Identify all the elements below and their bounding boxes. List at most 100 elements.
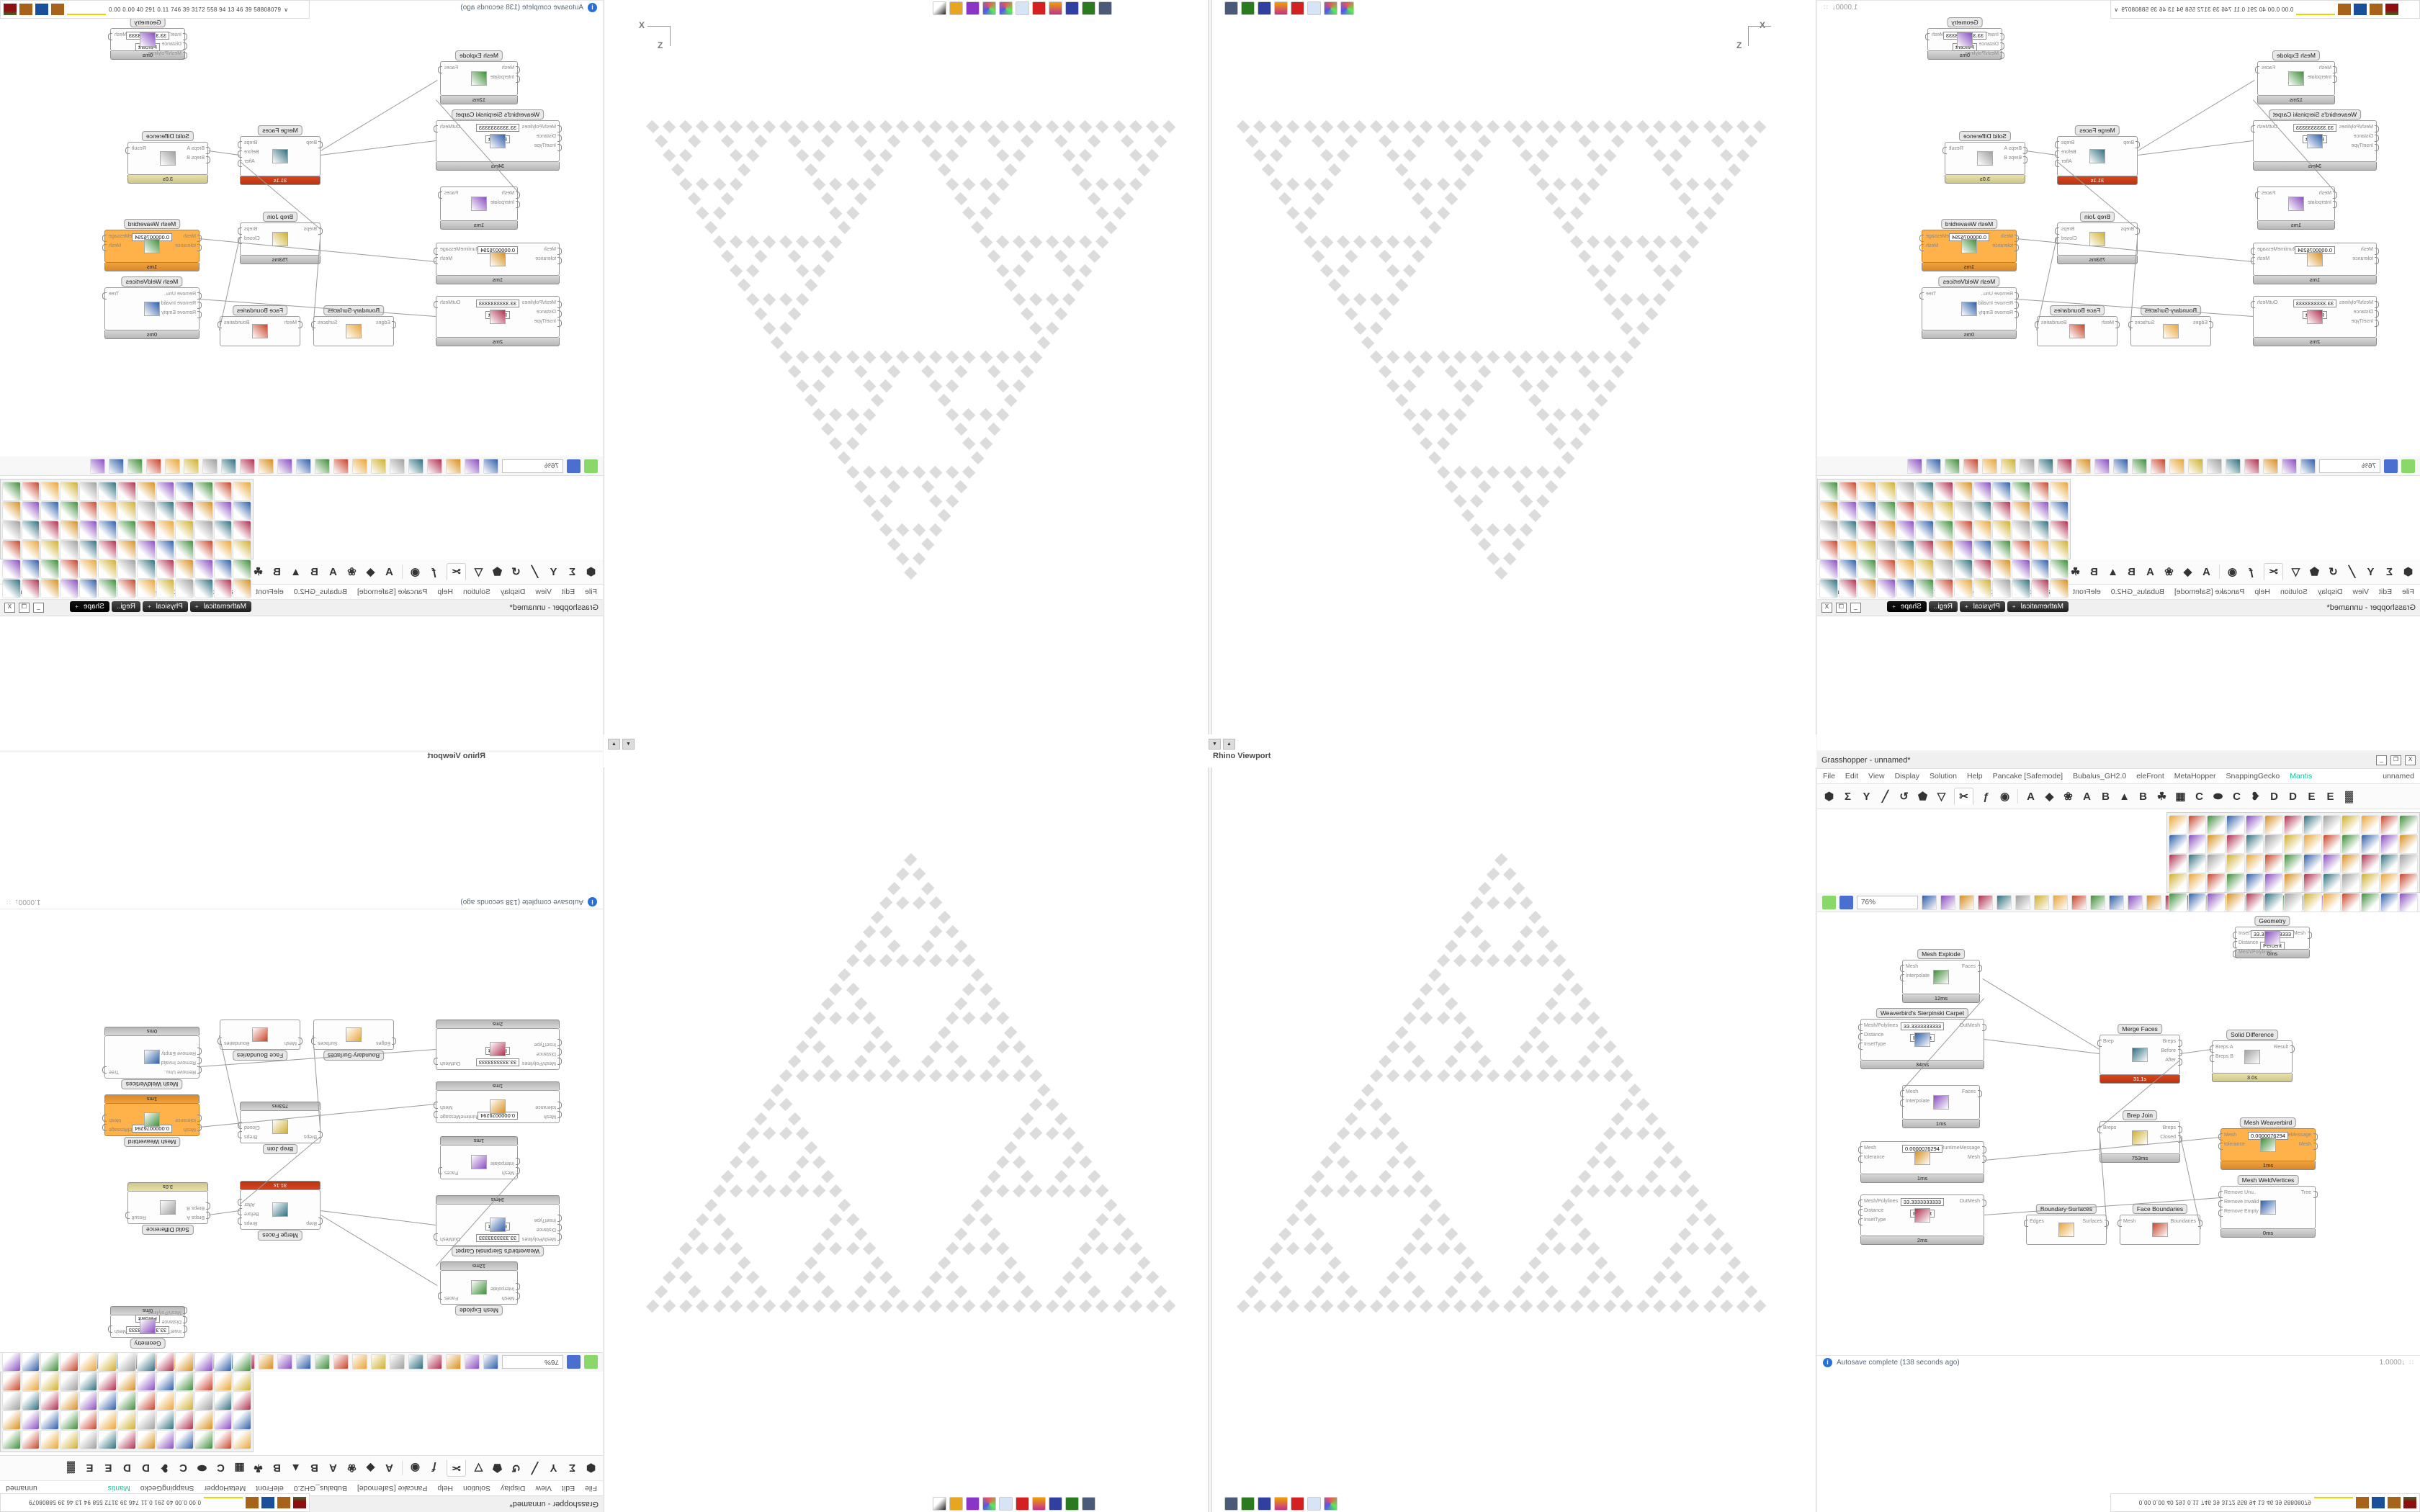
gh-component[interactable]: Solid Difference Breps A Breps B Result 3.0s bbox=[1942, 131, 2027, 184]
tag-icon[interactable] bbox=[2071, 894, 2087, 910]
eraser-icon[interactable] bbox=[2169, 458, 2184, 474]
gh-input-port[interactable]: Breps B bbox=[187, 1205, 205, 1210]
gh-port-nub-out[interactable] bbox=[1919, 292, 1924, 300]
ribbon-plugin-icon-1[interactable]: ◆ bbox=[366, 1462, 375, 1474]
component-icon[interactable] bbox=[98, 559, 117, 579]
gh-component-body[interactable]: Mesh/Polylines Distance InsetType OutMesh 33… bbox=[434, 1028, 562, 1070]
component-icon[interactable] bbox=[2226, 815, 2245, 834]
balloon-icon[interactable] bbox=[371, 1354, 386, 1370]
monitor-icon-d[interactable] bbox=[1241, 1497, 1255, 1511]
ribbon-tab-icon-7[interactable]: ✂ bbox=[447, 563, 466, 580]
component-icon[interactable] bbox=[1819, 579, 1838, 598]
component-icon[interactable] bbox=[175, 1430, 194, 1449]
gh-component[interactable]: Merge Faces Brep Breps Before After 31.1s bbox=[2097, 1024, 2182, 1084]
component-icon[interactable] bbox=[2207, 854, 2226, 873]
ribbon-plugin-icon-12[interactable]: ❥ bbox=[2251, 791, 2260, 803]
gh-component[interactable]: Weaverbird's Sierpinski Carpet Mesh/Polyl… bbox=[1858, 1008, 1986, 1069]
material-icon[interactable] bbox=[2384, 459, 2398, 473]
gh-input-port[interactable]: Distance bbox=[161, 42, 182, 47]
component-icon[interactable] bbox=[233, 1372, 251, 1391]
gh-input-port[interactable]: Brep bbox=[2103, 1039, 2114, 1044]
gh-output-port[interactable]: Breps bbox=[244, 1134, 258, 1139]
menu-item-display[interactable]: Display bbox=[2317, 588, 2343, 596]
palette-icon-b2[interactable] bbox=[1340, 1, 1354, 15]
component-icon[interactable] bbox=[213, 579, 233, 598]
gh-component-body[interactable]: Edges Surfaces bbox=[311, 1020, 396, 1050]
gh-component-body[interactable]: Remove Unu.. Remove Invalid Remove Empty Tr… bbox=[2218, 1186, 2318, 1229]
component-icon[interactable] bbox=[213, 521, 233, 540]
component-icon[interactable] bbox=[2207, 834, 2226, 854]
gh-input-port[interactable]: Edges bbox=[2193, 320, 2208, 325]
white-gem-icon[interactable] bbox=[427, 458, 442, 474]
palette-tab-plus-icon[interactable]: + bbox=[75, 603, 79, 610]
gh-input-port[interactable]: tolerance bbox=[535, 1104, 556, 1110]
component-icon[interactable] bbox=[1992, 579, 2011, 598]
rhino-icon-toolbar-bottom-left[interactable] bbox=[933, 1496, 1095, 1511]
gh-port-nub-out[interactable] bbox=[102, 292, 107, 300]
gh-input-port[interactable]: Remove Empty bbox=[161, 310, 196, 315]
component-icon[interactable] bbox=[40, 559, 60, 579]
gh-component-body[interactable]: Mesh Interpolate Faces bbox=[438, 1145, 520, 1179]
white-gem-icon[interactable] bbox=[1978, 894, 1993, 910]
component-icon[interactable] bbox=[21, 1352, 40, 1372]
gh-input-port[interactable]: Edges bbox=[376, 320, 390, 325]
gh-port-nub-in[interactable] bbox=[557, 310, 562, 318]
red-gem-icon[interactable] bbox=[1959, 894, 1974, 910]
component-icon[interactable] bbox=[79, 1352, 98, 1372]
component-icon[interactable] bbox=[60, 1372, 79, 1391]
menu-item-file[interactable]: File bbox=[2402, 588, 2414, 596]
ribbon-plugin-icon-10[interactable]: ⬬ bbox=[2213, 790, 2223, 803]
ribbon-plugin-icon-13[interactable]: D bbox=[142, 1462, 150, 1475]
component-icon[interactable] bbox=[136, 1430, 156, 1449]
menu-item-pancakesafemode[interactable]: Pancake [Safemode] bbox=[357, 588, 428, 596]
ribbon-plugin-icon-4[interactable]: B bbox=[2128, 565, 2136, 578]
gh-port-nub-in[interactable] bbox=[392, 321, 396, 328]
gh-input-port[interactable]: Mesh bbox=[501, 66, 514, 71]
at-icon[interactable] bbox=[2094, 458, 2110, 474]
component-icon[interactable] bbox=[21, 482, 40, 501]
gh-component-body[interactable]: Mesh Boundaries bbox=[218, 1020, 302, 1050]
sun-icon-d[interactable] bbox=[1274, 1497, 1288, 1511]
bake-icon[interactable] bbox=[2057, 458, 2072, 474]
gh-input-port[interactable]: Distance bbox=[536, 310, 556, 315]
ribbon-plugin-icon-14[interactable]: D bbox=[2289, 790, 2297, 803]
gh-component-body[interactable]: Mesh/Polylines Distance InsetType OutMesh 33… bbox=[2251, 296, 2379, 338]
component-icon[interactable] bbox=[1935, 501, 1953, 521]
gh-input-port[interactable]: Mesh/Polylines bbox=[147, 51, 182, 56]
gh-port-nub-in[interactable] bbox=[206, 1212, 210, 1219]
gh-port-nub-out[interactable] bbox=[108, 1326, 112, 1333]
component-icon[interactable] bbox=[136, 1410, 156, 1430]
ribbon-tab-icon-7[interactable]: ✂ bbox=[447, 1459, 466, 1477]
palette-tab-regi[interactable]: Regi.. bbox=[1928, 601, 1958, 612]
palette-icon[interactable] bbox=[982, 1, 996, 15]
component-icon[interactable] bbox=[156, 1391, 175, 1410]
component-icon[interactable] bbox=[40, 482, 60, 501]
menubar[interactable]: File Edit View Display Solution Help Pancake [… bbox=[1817, 769, 2420, 784]
ribbon-tab-icon-1[interactable]: Σ bbox=[2386, 565, 2393, 578]
component-icon[interactable] bbox=[2050, 559, 2069, 579]
gh-port-nub-in[interactable] bbox=[197, 1115, 202, 1122]
gh-component[interactable]: Mesh Explode Mesh Interpolate Faces 12ms bbox=[1900, 949, 1982, 1003]
component-icon[interactable] bbox=[2303, 834, 2322, 854]
teal-drop-icon[interactable] bbox=[1940, 894, 1955, 910]
component-icon[interactable] bbox=[2, 501, 21, 521]
ribbon-tab-icon-2[interactable]: Υ bbox=[550, 565, 557, 578]
gh-port-nub-out[interactable] bbox=[238, 1218, 242, 1225]
component-icon[interactable] bbox=[2011, 579, 2030, 598]
gh-port-nub-out[interactable] bbox=[1978, 1090, 1982, 1097]
gh-input-port[interactable]: Breps bbox=[2120, 227, 2134, 232]
gh-component-body[interactable]: Mesh Interpolate Faces bbox=[1900, 1085, 1982, 1120]
resize-grip[interactable]: ∷ bbox=[2409, 1358, 2414, 1366]
menu-item-metahopper[interactable]: MetaHopper bbox=[204, 1484, 246, 1493]
gh-input-port[interactable]: Interpolate bbox=[490, 75, 514, 80]
menu-item-display[interactable]: Display bbox=[1894, 772, 1920, 780]
gh-component-body[interactable]: Mesh/Polylines Distance InsetType OutMesh 33… bbox=[434, 296, 562, 338]
gh-output-port[interactable]: Faces bbox=[2262, 66, 2276, 71]
component-icon[interactable] bbox=[2264, 873, 2284, 893]
person-icon-b[interactable] bbox=[933, 1497, 946, 1511]
gh-port-nub-in[interactable] bbox=[516, 192, 520, 199]
gh-output-port[interactable]: Surfaces bbox=[2082, 1219, 2102, 1224]
component-icon[interactable] bbox=[1973, 501, 1992, 521]
component-icon[interactable] bbox=[2360, 893, 2380, 912]
